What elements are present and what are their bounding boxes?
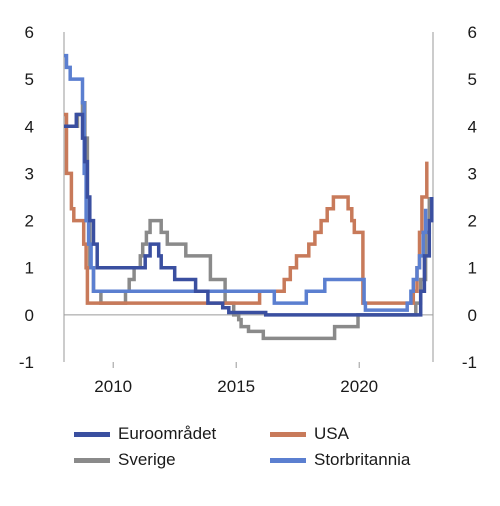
y-tick-label-left: 0: [25, 306, 34, 325]
y-tick-label-left: 5: [25, 70, 34, 89]
legend-swatch-euroomradet: [74, 431, 110, 437]
series-line-storbritannia: [64, 53, 428, 312]
x-tick-label: 2015: [217, 377, 255, 396]
legend-swatch-storbritannia: [270, 457, 306, 463]
y-tick-label-right: 1: [468, 259, 477, 278]
y-tick-label-left: 4: [25, 117, 34, 136]
series-line-euroomradet: [64, 112, 434, 317]
legend-label-storbritannia: Storbritannia: [314, 450, 411, 469]
policy-rate-chart: 6 5 4 3 2 1 0 -1 6 5 4 3 2 1 0 -1 2010 2015 2020: [19, 23, 477, 396]
y-tick-label-left: 3: [25, 164, 34, 183]
series-lines: [64, 53, 434, 341]
y-tick-label-right: 5: [468, 70, 477, 89]
legend-swatch-sverige: [74, 457, 110, 463]
y-tick-label-right: 4: [468, 117, 477, 136]
y-tick-label-right: 2: [468, 212, 477, 231]
legend-item-usa: USA: [270, 424, 349, 444]
y-tick-label-left: 6: [25, 23, 34, 42]
y-tick-label-right: -1: [462, 353, 477, 372]
y-axis-right: 6 5 4 3 2 1 0 -1: [462, 23, 477, 372]
legend-label-usa: USA: [314, 424, 349, 443]
legend-item-sverige: Sverige: [74, 450, 176, 470]
y-axis-left: 6 5 4 3 2 1 0 -1: [19, 23, 34, 372]
y-tick-label-left: 2: [25, 212, 34, 231]
x-axis: 2010 2015 2020: [94, 362, 378, 396]
legend-item-euroomradet: Euroområdet: [74, 424, 216, 444]
y-tick-label-right: 3: [468, 164, 477, 183]
x-tick-label: 2020: [340, 377, 378, 396]
legend-label-euroomradet: Euroområdet: [118, 424, 217, 443]
series-line-usa: [64, 112, 429, 305]
y-tick-label-left: -1: [19, 353, 34, 372]
y-tick-label-right: 0: [468, 306, 477, 325]
x-tick-label: 2010: [94, 377, 132, 396]
legend-item-storbritannia: Storbritannia: [270, 450, 410, 470]
legend-swatch-usa: [270, 431, 306, 437]
y-tick-label-right: 6: [468, 23, 477, 42]
y-tick-label-left: 1: [25, 259, 34, 278]
legend-label-sverige: Sverige: [118, 450, 176, 469]
